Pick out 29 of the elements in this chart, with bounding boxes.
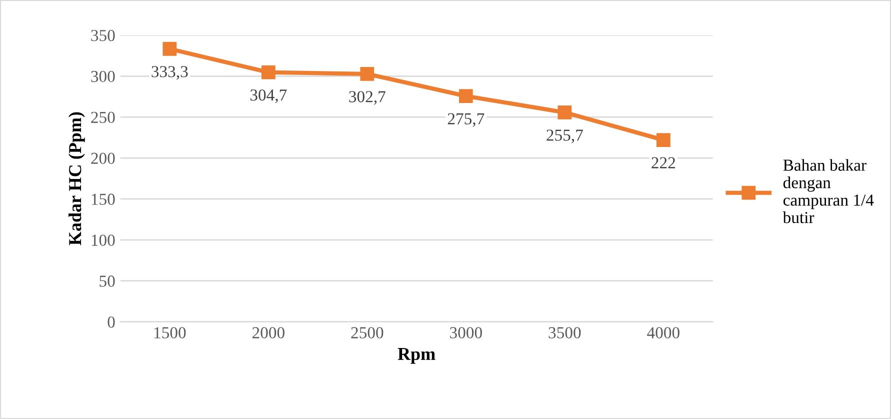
data-label: 333,3: [152, 66, 188, 80]
point: [458, 89, 473, 103]
data-label: 302,7: [349, 91, 386, 105]
x-axis-title: Rpm: [398, 348, 436, 364]
y-tick-label: 50: [100, 276, 115, 287]
y-tick-label: 350: [91, 30, 115, 42]
x-tick-label: 3500: [548, 327, 581, 338]
point: [558, 105, 572, 120]
legend-label: Bahan bakar dengan campuran 1/4 butir: [782, 159, 874, 224]
y-tick-label: 100: [92, 234, 115, 246]
x-tick-label: 2500: [351, 327, 384, 338]
data-label: 255,7: [546, 130, 583, 144]
y-axis-title: Kadar HC (Ppm): [68, 112, 85, 246]
data-label: 275,7: [448, 113, 484, 127]
x-tick-label: 2000: [252, 327, 284, 338]
data-label: 222: [652, 157, 676, 168]
x-tick-label: 4000: [647, 327, 680, 338]
point: [261, 65, 276, 80]
y-tick-label: 200: [91, 152, 115, 164]
y-tick-label: 300: [91, 70, 115, 82]
y-tick-label: 0: [108, 316, 115, 328]
point: [656, 133, 670, 147]
y-tick-label: 250: [91, 112, 115, 124]
point: [360, 66, 374, 81]
y-tick-label: 150: [92, 194, 115, 205]
data-label: 304,7: [250, 89, 287, 104]
point: [162, 42, 177, 56]
x-tick-label: 3000: [450, 327, 482, 338]
x-tick-label: 1500: [154, 327, 186, 338]
